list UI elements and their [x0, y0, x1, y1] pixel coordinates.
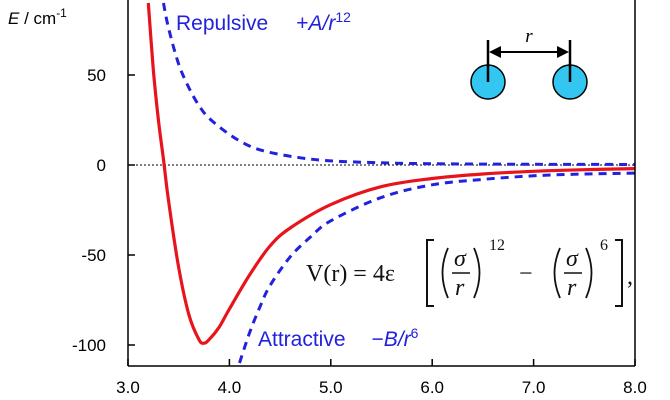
attractive-exponent: 6 [411, 325, 419, 341]
x-tick-label: 8.0 [623, 378, 647, 397]
inset-arrowhead-left [489, 46, 501, 58]
repulsive-exponent: 12 [335, 9, 351, 25]
x-tick-label: 7.0 [522, 378, 546, 397]
y-tick-label: -100 [72, 336, 106, 355]
y-tick-label: 0 [97, 156, 106, 175]
x-tick-label: 6.0 [420, 378, 444, 397]
x-tick-label: 5.0 [319, 378, 343, 397]
outer-bracket-right [615, 239, 623, 307]
y-axis-unit-exponent: -1 [56, 6, 67, 20]
equation-lhs: V(r) = 4ε [306, 261, 395, 287]
inset-r-label: r [525, 26, 533, 47]
attractive-r: /r [396, 328, 412, 351]
paren-left-2 [553, 247, 561, 299]
sigma-numerator-2: σ [566, 246, 579, 272]
equation-comma: , [627, 264, 633, 290]
attractive-annotation: Attractive −B/r6 [258, 325, 419, 351]
paren-right-1 [473, 247, 481, 299]
lj-potential-curve [146, 2, 635, 345]
repulsive-coef: A [306, 12, 322, 35]
attractive-name: Attractive [258, 328, 346, 351]
repulsive-r: /r [321, 12, 337, 35]
paren-right-2 [585, 247, 593, 299]
exponent-12: 12 [489, 237, 505, 254]
y-tick-label: -50 [81, 246, 106, 265]
attractive-sign: − [372, 328, 384, 351]
paren-left-1 [441, 247, 449, 299]
y-tick-label: 50 [87, 66, 106, 85]
attractive-coef: B [384, 328, 398, 351]
x-tick-label: 3.0 [116, 378, 140, 397]
lj-equation: V(r) = 4ε σ r 12 − σ r 6 , [306, 237, 633, 307]
atom-pair-inset: r [470, 26, 588, 100]
r-denominator-1: r [455, 275, 465, 301]
y-axis-unit: / cm [19, 9, 56, 28]
attractive-curve [238, 171, 635, 364]
chart-marks: 50 0 -50 -100 3.0 4.0 5.0 6.0 7.0 8.0 [72, 2, 647, 397]
r-denominator-2: r [567, 275, 577, 301]
sigma-numerator-1: σ [454, 246, 467, 272]
inset-arrowhead-right [557, 46, 569, 58]
y-axis-label: E / cm-1 [8, 6, 67, 28]
outer-bracket-left [426, 239, 434, 307]
equation-minus: − [519, 261, 533, 287]
repulsive-sign: + [296, 12, 308, 35]
x-tick-label: 4.0 [218, 378, 242, 397]
exponent-6: 6 [600, 237, 608, 254]
y-axis-symbol: E [8, 9, 20, 28]
repulsive-curve [162, 2, 635, 166]
repulsive-annotation: Repulsive +A/r12 [176, 9, 351, 35]
repulsive-name: Repulsive [176, 12, 268, 35]
